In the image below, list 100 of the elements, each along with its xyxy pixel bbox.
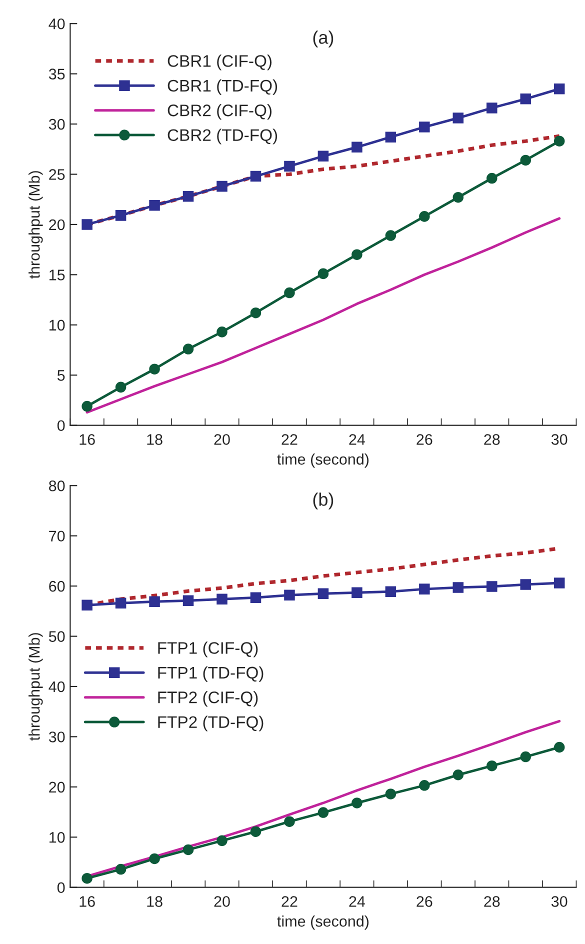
y-tick-label: 30 [48, 118, 65, 130]
point [486, 581, 498, 592]
point [452, 769, 464, 780]
y-tick-label: 5 [57, 370, 65, 381]
x-tick-label: 22 [282, 434, 298, 445]
point [250, 592, 262, 603]
point [352, 587, 362, 598]
point [284, 816, 295, 827]
legend-label: CBR2 (CIF-Q) [168, 104, 272, 120]
point [419, 780, 430, 791]
legend-label: CBR1 (TD-FQ) [168, 79, 278, 95]
x-tick-label: 16 [80, 896, 95, 907]
point [216, 180, 228, 192]
point [318, 588, 329, 599]
point [284, 160, 295, 172]
legend-label: FTP1 (CIF-Q) [158, 642, 258, 658]
y-tick-label: 20 [49, 782, 65, 793]
point [352, 798, 362, 808]
legend-label: FTP2 (CIF-Q) [158, 691, 258, 707]
x-tick-label: 24 [349, 434, 365, 445]
y-tick-label: 0 [57, 882, 65, 894]
point [182, 344, 194, 354]
point [486, 172, 498, 184]
point [284, 287, 295, 298]
x-tick-label: 30 [551, 434, 568, 445]
chart-title: (b) [313, 492, 334, 510]
point [452, 582, 464, 593]
point [250, 170, 262, 182]
legend-label: CBR2 (TD-FQ) [168, 128, 278, 144]
point [554, 742, 565, 753]
point [385, 230, 396, 241]
point [318, 150, 329, 162]
point [115, 210, 126, 221]
y-tick-label: 40 [48, 681, 65, 692]
point [352, 249, 362, 260]
y-tick-label: 10 [50, 320, 65, 331]
point [115, 382, 126, 393]
point [216, 835, 228, 846]
x-tick-label: 26 [416, 434, 432, 445]
y-tick-label: 15 [50, 270, 65, 280]
point [115, 598, 126, 609]
point [520, 154, 532, 166]
point [452, 112, 464, 124]
y-tick-label: 25 [49, 169, 65, 180]
point [419, 584, 430, 594]
y-tick-label: 20 [49, 219, 65, 230]
point [419, 211, 430, 222]
x-tick-label: 22 [282, 896, 298, 907]
point [115, 864, 126, 875]
x-tick-label: 30 [551, 896, 568, 907]
point [182, 190, 194, 202]
point [216, 594, 228, 604]
point [216, 326, 228, 338]
chart-title: (a) [313, 30, 334, 48]
point [554, 84, 565, 94]
point [352, 142, 362, 153]
point [318, 268, 329, 280]
x-axis-title: time (second) [277, 915, 369, 930]
point [82, 219, 92, 230]
x-tick-label: 28 [484, 896, 500, 907]
x-axis-title: time (second) [277, 453, 369, 468]
x-tick-label: 16 [80, 434, 95, 445]
point [182, 844, 194, 856]
y-tick-label: 50 [48, 631, 65, 642]
point [385, 788, 396, 800]
point [419, 122, 430, 132]
legend-label: FTP2 (TD-FQ) [158, 716, 264, 732]
point [82, 600, 92, 611]
point [318, 807, 329, 818]
y-tick-label: 30 [48, 732, 65, 742]
y-tick-label: 70 [49, 530, 65, 542]
point [82, 400, 92, 412]
point [149, 364, 160, 374]
point [284, 590, 295, 600]
point [385, 132, 396, 142]
x-tick-label: 26 [416, 896, 432, 907]
point [520, 579, 532, 590]
y-tick-label: 40 [48, 18, 65, 30]
point [554, 136, 565, 146]
point [149, 853, 160, 864]
point [250, 826, 262, 837]
point [149, 596, 160, 607]
x-tick-label: 28 [484, 434, 500, 445]
point [452, 192, 464, 203]
point [385, 586, 396, 597]
x-tick-label: 20 [214, 896, 230, 907]
x-tick-label: 18 [147, 896, 162, 907]
x-tick-label: 18 [147, 434, 162, 445]
point [486, 760, 498, 772]
x-tick-label: 24 [349, 896, 365, 907]
y-tick-label: 60 [49, 580, 65, 592]
y-axis-title: throughput (Mb) [28, 633, 43, 741]
y-tick-label: 80 [49, 480, 65, 492]
y-tick-label: 35 [48, 68, 65, 80]
point [182, 595, 194, 606]
point [82, 872, 92, 884]
y-tick-label: 10 [50, 832, 65, 843]
y-axis-title: throughput (Mb) [28, 171, 43, 279]
point [520, 751, 532, 762]
legend-label: CBR1 (CIF-Q) [168, 54, 272, 70]
